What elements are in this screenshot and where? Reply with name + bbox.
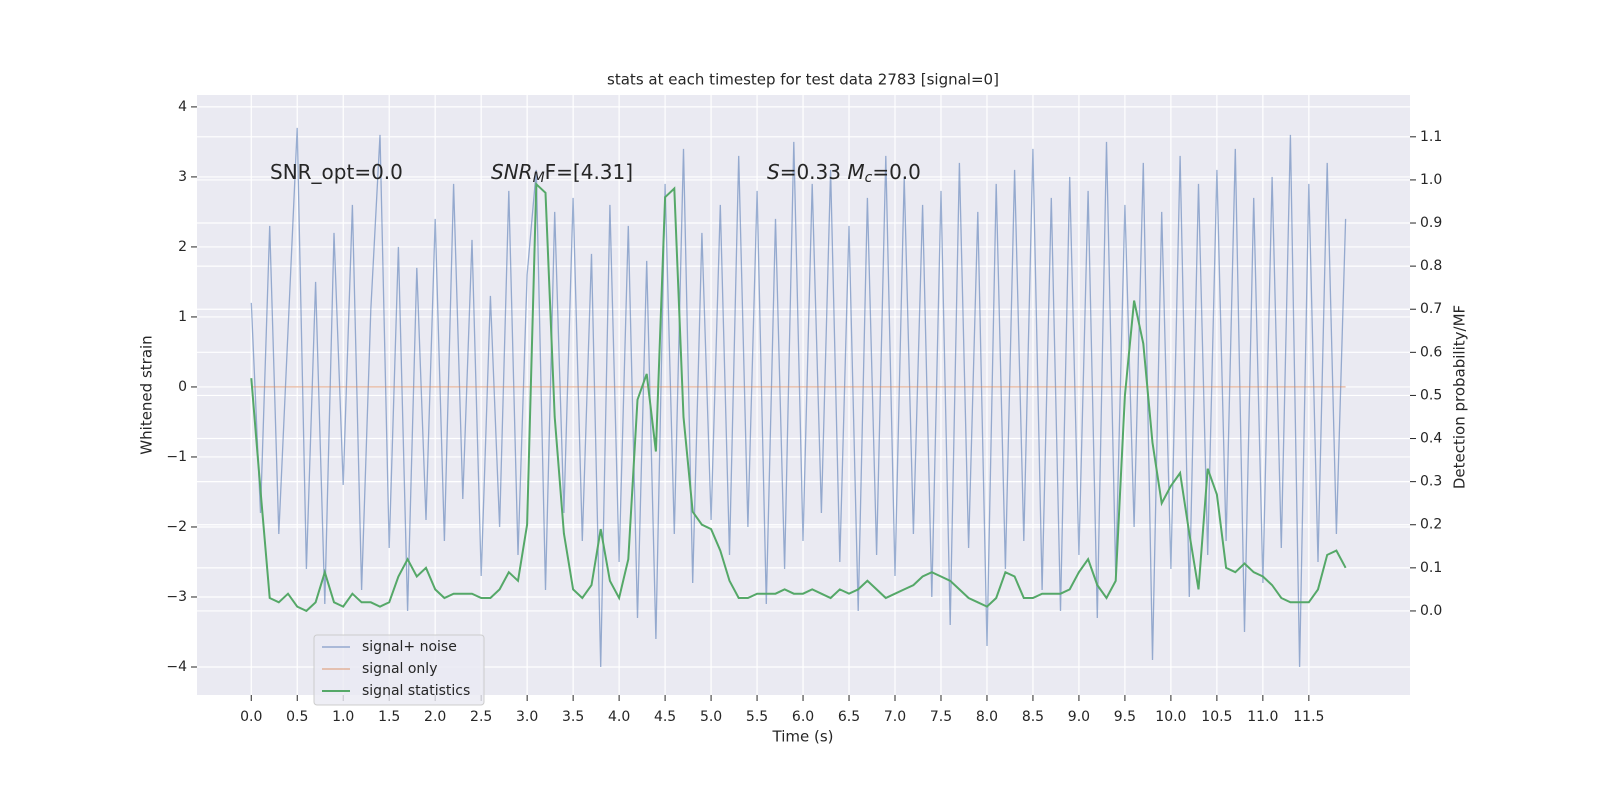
y-tick-label: −2	[166, 519, 187, 535]
legend-label: signal+ noise	[362, 639, 457, 655]
y2-tick-label: 1.1	[1420, 129, 1442, 145]
x-tick-label: 6.0	[792, 709, 814, 725]
annotation-part: S	[767, 160, 780, 184]
y-tick-label: 3	[178, 169, 187, 185]
annotation-part: =0.0	[872, 160, 921, 184]
y2-tick-label: 0.8	[1420, 258, 1442, 274]
annotation-part: M	[533, 170, 545, 186]
y2-tick-label: 0.1	[1420, 560, 1442, 576]
y2-axis-label: Detection probability/MF	[1451, 305, 1469, 489]
y-tick-label: −4	[166, 659, 187, 675]
annotation: SNR_opt=0.0	[270, 160, 403, 184]
x-tick-label: 1.5	[378, 709, 400, 725]
y2-tick-label: 0.9	[1420, 215, 1442, 231]
x-tick-label: 8.5	[1022, 709, 1044, 725]
x-tick-label: 4.0	[608, 709, 630, 725]
x-tick-label: 3.0	[516, 709, 538, 725]
x-tick-label: 2.5	[470, 709, 492, 725]
annotation-part: SNR	[491, 160, 533, 184]
x-tick-label: 7.0	[884, 709, 906, 725]
y2-tick-label: 0.0	[1420, 603, 1442, 619]
y-tick-label: 2	[178, 239, 187, 255]
series-line	[250, 181, 1347, 613]
legend-label: signal only	[362, 661, 437, 677]
x-tick-label: 9.5	[1114, 709, 1136, 725]
legend-label: signal statistics	[362, 683, 470, 699]
grid	[197, 95, 1410, 695]
x-tick-label: 0.0	[240, 709, 262, 725]
x-tick-label: 9.0	[1068, 709, 1090, 725]
annotation-part: M	[847, 160, 864, 184]
y2-tick-label: 0.2	[1420, 517, 1442, 533]
y2-tick-label: 1.0	[1420, 172, 1442, 188]
annotation: S=0.33 Mc=0.0	[767, 160, 921, 187]
x-tick-label: 5.5	[746, 709, 768, 725]
x-tick-label: 11.0	[1247, 709, 1278, 725]
annotation-part: c	[865, 170, 873, 186]
y-tick-label: −3	[166, 589, 187, 605]
x-tick-label: 10.0	[1155, 709, 1186, 725]
x-tick-label: 0.5	[286, 709, 308, 725]
y-axis-label: Whitened strain	[138, 335, 156, 454]
x-tick-label: 6.5	[838, 709, 860, 725]
y2-tick-label: 0.3	[1420, 474, 1442, 490]
y2-tick-label: 0.5	[1420, 387, 1442, 403]
legend-box	[313, 634, 485, 706]
x-tick-label: 7.5	[930, 709, 952, 725]
x-tick-label: 10.5	[1201, 709, 1232, 725]
y2-tick-label: 0.4	[1420, 431, 1442, 447]
x-tick-label: 5.0	[700, 709, 722, 725]
x-tick-label: 4.5	[654, 709, 676, 725]
y-tick-label: −1	[166, 449, 187, 465]
annotation-part: SNR_opt=0.0	[270, 160, 403, 184]
annotation-part: F=[4.31]	[545, 160, 633, 184]
annotation-part: =0.33	[780, 160, 848, 184]
series-line	[250, 127, 1347, 668]
legend: signal+ noise signal only signal statistic…	[313, 634, 485, 706]
x-tick-label: 11.5	[1293, 709, 1324, 725]
x-tick-label: 3.5	[562, 709, 584, 725]
y2-tick-label: 0.6	[1420, 344, 1442, 360]
annotation: SNRMF=[4.31]	[491, 160, 633, 187]
y-tick-label: 1	[178, 309, 187, 325]
y2-tick-label: 0.7	[1420, 301, 1442, 317]
y-tick-label: 4	[178, 99, 187, 115]
x-tick-label: 8.0	[976, 709, 998, 725]
x-tick-label: 2.0	[424, 709, 446, 725]
x-tick-label: 1.0	[332, 709, 354, 725]
y-tick-label: 0	[178, 379, 187, 395]
chart-title: stats at each timestep for test data 278…	[607, 71, 999, 89]
x-axis-label: Time (s)	[772, 728, 834, 746]
